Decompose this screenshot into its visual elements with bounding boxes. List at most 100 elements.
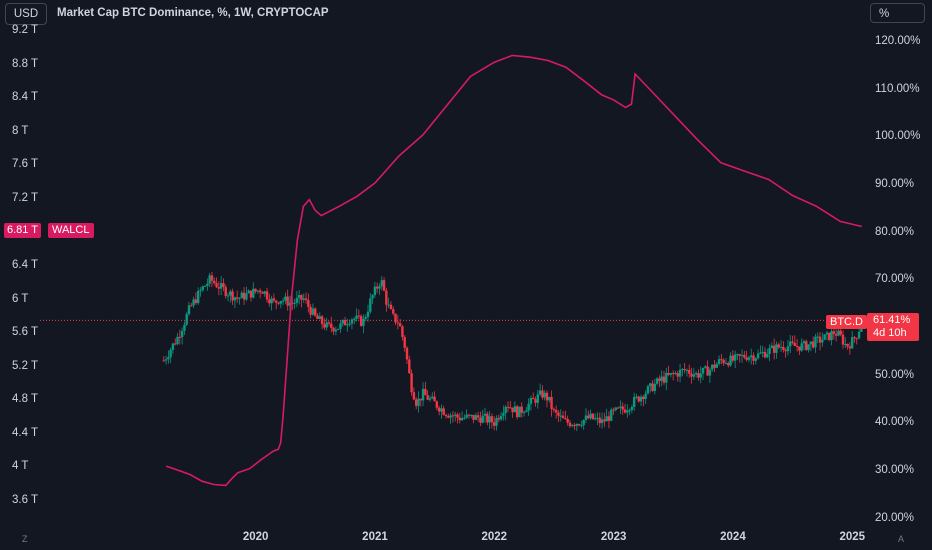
candle-down bbox=[841, 334, 845, 345]
candle-down bbox=[511, 407, 514, 413]
candle-up bbox=[809, 341, 813, 345]
walcl-name-badge: WALCL bbox=[48, 223, 94, 238]
candle-up bbox=[474, 415, 478, 420]
candle-down bbox=[174, 343, 177, 345]
candle-down bbox=[442, 408, 445, 415]
btcd-name-badge: BTC.D bbox=[826, 315, 867, 329]
candle-up bbox=[263, 291, 266, 294]
candle-up bbox=[711, 364, 714, 370]
candle-up bbox=[481, 415, 484, 423]
candle-up bbox=[513, 406, 517, 413]
candle-up bbox=[196, 290, 200, 304]
candle-down bbox=[782, 346, 785, 350]
currency-button[interactable]: USD bbox=[5, 3, 47, 25]
candle-down bbox=[697, 373, 700, 378]
candle-up bbox=[346, 324, 349, 326]
candle-up bbox=[355, 315, 358, 319]
candle-up bbox=[522, 412, 526, 414]
candle-down bbox=[265, 291, 269, 300]
percent-scale-button[interactable]: % bbox=[870, 3, 925, 23]
candle-up bbox=[366, 311, 370, 318]
candle-up bbox=[369, 298, 372, 312]
candle-up bbox=[704, 366, 707, 368]
candle-down bbox=[493, 422, 496, 426]
candle-down bbox=[433, 396, 436, 402]
candle-down bbox=[426, 395, 429, 400]
candle-up bbox=[596, 417, 599, 419]
candle-down bbox=[731, 355, 735, 361]
candle-up bbox=[759, 352, 762, 354]
candle-down bbox=[249, 290, 253, 298]
candle-up bbox=[626, 410, 629, 413]
left-axis-tick-label: 4.8 T bbox=[12, 393, 38, 406]
btcd-candles bbox=[162, 271, 863, 432]
candle-up bbox=[334, 329, 338, 332]
candle-down bbox=[375, 286, 379, 289]
right-axis-tick-label: 120.00% bbox=[875, 35, 921, 48]
candle-down bbox=[268, 299, 271, 304]
auto-scale-right-button[interactable]: A bbox=[898, 534, 905, 544]
candle-down bbox=[591, 413, 595, 420]
candle-down bbox=[343, 319, 347, 326]
candle-down bbox=[210, 275, 214, 281]
candle-down bbox=[855, 338, 858, 340]
candle-down bbox=[603, 419, 606, 422]
candle-up bbox=[729, 355, 732, 366]
candle-down bbox=[217, 287, 221, 289]
candle-down bbox=[577, 424, 581, 426]
candle-up bbox=[453, 414, 457, 416]
candle-up bbox=[192, 299, 195, 306]
candle-down bbox=[396, 322, 400, 324]
candle-up bbox=[669, 372, 673, 375]
candle-down bbox=[490, 416, 494, 423]
candle-down bbox=[472, 414, 475, 420]
candle-up bbox=[665, 372, 668, 383]
candle-down bbox=[564, 418, 567, 420]
candle-up bbox=[548, 396, 551, 401]
candle-down bbox=[479, 417, 482, 423]
auto-scale-left-button[interactable]: Z bbox=[22, 534, 28, 544]
candle-down bbox=[688, 369, 691, 374]
candle-down bbox=[662, 376, 666, 383]
candle-up bbox=[208, 275, 211, 284]
candle-up bbox=[495, 417, 498, 426]
candle-up bbox=[681, 369, 684, 371]
candle-up bbox=[584, 415, 588, 420]
candle-down bbox=[235, 297, 239, 299]
candle-down bbox=[304, 298, 308, 301]
candle-down bbox=[683, 369, 686, 371]
candle-up bbox=[504, 406, 507, 414]
candle-down bbox=[848, 346, 852, 349]
candle-down bbox=[242, 292, 246, 300]
candle-up bbox=[685, 369, 689, 371]
candle-up bbox=[440, 408, 443, 412]
candle-up bbox=[536, 394, 540, 403]
candle-up bbox=[674, 373, 677, 375]
candle-up bbox=[786, 346, 790, 352]
candle-down bbox=[300, 294, 303, 300]
candle-up bbox=[240, 292, 243, 299]
candle-down bbox=[451, 415, 455, 417]
candle-down bbox=[385, 290, 388, 305]
candle-down bbox=[286, 296, 289, 306]
candle-up bbox=[171, 343, 175, 350]
candle-down bbox=[623, 409, 627, 413]
candle-up bbox=[350, 319, 354, 324]
right-axis-tick-label: 70.00% bbox=[875, 273, 915, 286]
candle-up bbox=[825, 332, 829, 335]
candle-up bbox=[460, 418, 464, 421]
candle-down bbox=[828, 332, 831, 341]
candle-down bbox=[213, 280, 216, 284]
candle-up bbox=[628, 410, 631, 412]
right-axis-tick-label: 30.00% bbox=[875, 464, 915, 477]
candle-up bbox=[281, 300, 285, 302]
left-axis-tick-label: 6 T bbox=[12, 292, 29, 305]
candle-down bbox=[437, 407, 441, 412]
candle-down bbox=[805, 341, 808, 350]
candle-up bbox=[311, 308, 315, 315]
candle-up bbox=[449, 415, 452, 418]
candle-down bbox=[612, 409, 615, 411]
candle-down bbox=[261, 292, 264, 294]
time-axis-tick-label: 2022 bbox=[481, 531, 508, 543]
